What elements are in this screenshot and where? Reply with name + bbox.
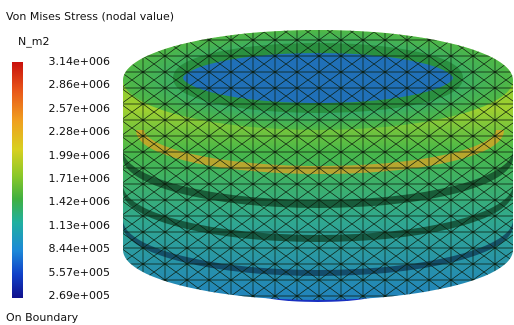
color-bar xyxy=(12,62,23,298)
legend-labels: 3.14e+006 2.86e+006 2.57e+006 2.28e+006 1.99… xyxy=(26,56,110,302)
legend-label: 5.57e+005 xyxy=(26,267,110,279)
part xyxy=(120,25,514,305)
screen: {"legend": {"title": "Von Mises Stress (… xyxy=(0,0,514,325)
legend-label: 8.44e+005 xyxy=(26,243,110,255)
legend-label: 1.13e+006 xyxy=(26,220,110,232)
legend-label: 1.71e+006 xyxy=(26,173,110,185)
legend-label: 2.69e+005 xyxy=(26,290,110,302)
legend-label: 2.86e+006 xyxy=(26,79,110,91)
legend-label: 2.28e+006 xyxy=(26,126,110,138)
legend-label: 3.14e+006 xyxy=(26,56,110,68)
legend-footer: On Boundary xyxy=(6,311,78,324)
legend-unit: N_m2 xyxy=(18,35,49,48)
legend-label: 2.57e+006 xyxy=(26,103,110,115)
legend-label: 1.99e+006 xyxy=(26,150,110,162)
legend-label: 1.42e+006 xyxy=(26,196,110,208)
legend-title: Von Mises Stress (nodal value) xyxy=(6,10,174,23)
